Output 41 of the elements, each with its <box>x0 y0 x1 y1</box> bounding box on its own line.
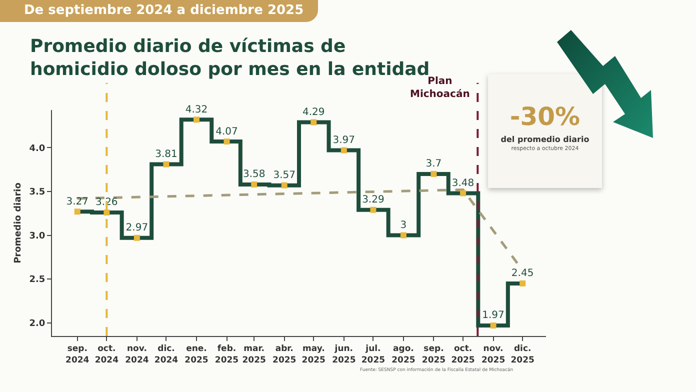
y-tick-label: 3.5 <box>29 188 46 198</box>
data-label: 4.07 <box>216 126 238 138</box>
annotation: -30% <box>508 102 582 131</box>
data-label: 3.57 <box>273 170 296 182</box>
x-tick-label: sep. 2025 <box>422 344 446 366</box>
x-tick-label: sep. 2024 <box>66 344 90 366</box>
y-tick-label: 4.0 <box>29 144 46 154</box>
data-label: 3.97 <box>332 135 356 146</box>
x-tick-label: feb. 2025 <box>214 344 239 366</box>
data-label: 3.7 <box>426 158 442 170</box>
data-label: 1.97 <box>482 310 504 322</box>
x-tick-label: abr. 2025 <box>272 344 296 366</box>
x-tick-label: dic. 2024 <box>154 344 178 366</box>
data-label: 3.27 <box>66 196 89 208</box>
annotation: del promedio diario <box>500 135 590 144</box>
x-tick-label: nov. 2025 <box>481 344 506 366</box>
x-tick-label: oct. 2024 <box>94 344 119 366</box>
data-label: 3 <box>400 220 407 232</box>
data-label: 3.81 <box>155 149 178 160</box>
x-tick-label: nov. 2024 <box>125 344 149 366</box>
x-tick-label: ago. 2025 <box>392 344 416 366</box>
y-tick-label: 3.0 <box>29 231 46 242</box>
y-axis-title: Promedio diario <box>14 182 24 264</box>
x-tick-label: jun. 2025 <box>332 344 356 366</box>
x-tick-label: dic. 2025 <box>510 344 534 366</box>
x-tick-label: oct. 2025 <box>451 344 475 366</box>
chart-subtitle: De septiembre 2024 a diciembre 2025 <box>0 0 318 22</box>
data-label: 4.32 <box>185 104 208 116</box>
data-label: 3.48 <box>452 178 474 189</box>
x-tick-label: jul. 2025 <box>361 344 386 366</box>
data-label: 2.45 <box>511 268 534 280</box>
x-tick-label: mar. 2025 <box>242 344 266 366</box>
data-label: 3.58 <box>242 169 266 180</box>
y-tick-label: 2.5 <box>29 275 46 286</box>
ref-line-label: Plan Michoacán <box>410 76 470 100</box>
x-tick-label: ene. 2025 <box>184 344 208 366</box>
data-label: 4.29 <box>302 107 325 118</box>
data-label: 3.29 <box>362 194 384 206</box>
x-tick-label: may. 2025 <box>302 344 326 366</box>
data-label: 2.97 <box>126 222 148 234</box>
y-tick-label: 2.0 <box>29 319 46 330</box>
